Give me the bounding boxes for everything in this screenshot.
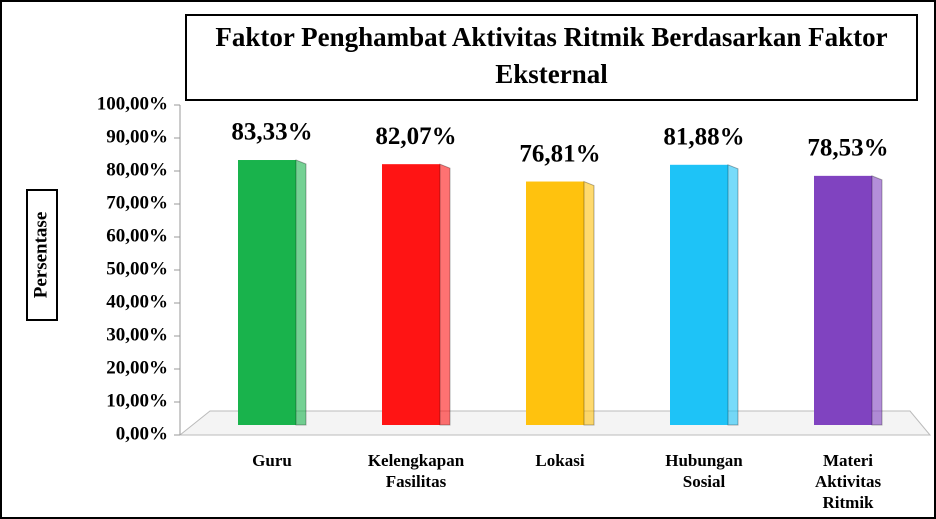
x-tick-label: Hubungan Sosial xyxy=(665,451,743,491)
value-label: 78,53% xyxy=(807,135,888,162)
bar xyxy=(670,164,728,425)
bar-side xyxy=(295,159,307,426)
x-tick-label: Guru xyxy=(252,451,292,470)
value-label: 81,88% xyxy=(663,124,744,151)
bar-side xyxy=(871,175,883,426)
y-tick-label: 90,00% xyxy=(106,126,168,147)
y-tick-label: 100,00% xyxy=(97,93,168,114)
bar-side xyxy=(439,163,451,426)
chart-title: Faktor Penghambat Aktivitas Ritmik Berda… xyxy=(185,14,918,101)
x-tick-label: Materi Aktivitas Ritmik xyxy=(815,451,882,512)
bar-side xyxy=(727,164,739,426)
y-tick-label: 20,00% xyxy=(106,357,168,378)
y-tick-label: 40,00% xyxy=(106,291,168,312)
x-tick-label: Lokasi xyxy=(535,451,584,470)
bar xyxy=(238,160,296,426)
y-tick-label: 80,00% xyxy=(106,159,168,180)
y-tick-label: 60,00% xyxy=(106,225,168,246)
y-label-box xyxy=(26,189,58,321)
bar xyxy=(526,181,584,425)
x-tick-label: Kelengkapan Fasilitas xyxy=(368,451,465,491)
y-tick-label: 10,00% xyxy=(106,390,168,411)
value-label: 76,81% xyxy=(519,140,600,167)
y-tick-label: 0,00% xyxy=(116,423,168,444)
y-tick-label: 50,00% xyxy=(106,258,168,279)
y-axis-label: Persentase xyxy=(30,212,51,299)
value-label: 82,07% xyxy=(375,123,456,150)
y-tick-label: 30,00% xyxy=(106,324,168,345)
y-tick-label: 70,00% xyxy=(106,192,168,213)
bar-side xyxy=(583,180,595,426)
bar xyxy=(382,164,440,425)
value-label: 83,33% xyxy=(231,119,312,146)
bar xyxy=(814,175,872,425)
